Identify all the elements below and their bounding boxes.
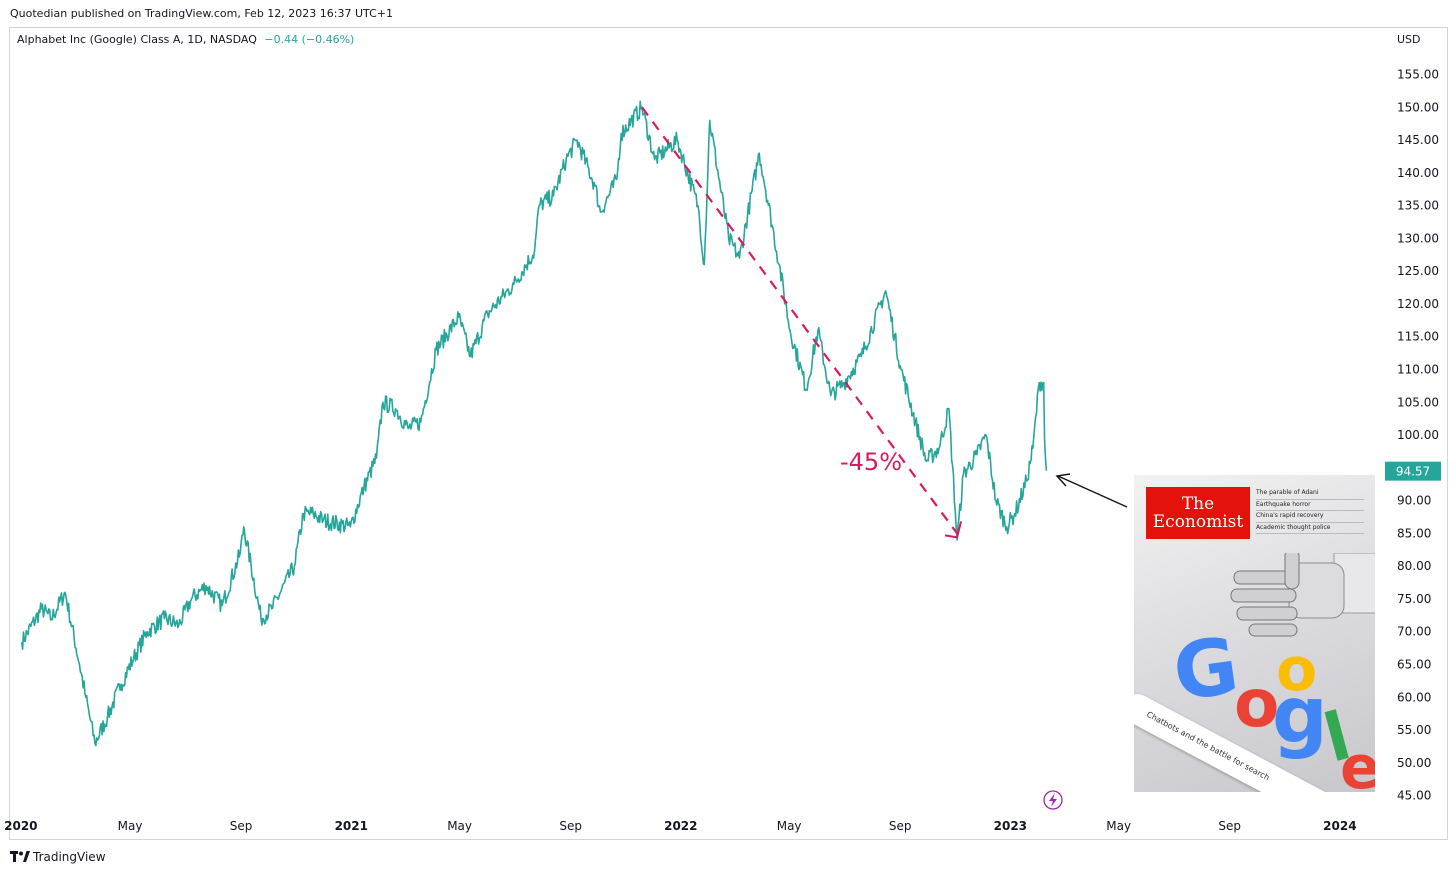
- y-tick-label: 55.00: [1397, 723, 1431, 737]
- chart-frame: [9, 27, 1448, 840]
- x-tick-label: 2020: [4, 819, 37, 833]
- last-price-value: 94.57: [1396, 465, 1430, 479]
- logo-letter: o: [1276, 635, 1318, 705]
- drawdown-trendline: [641, 106, 958, 535]
- x-tick-label: May: [777, 819, 802, 833]
- tradingview-logo-icon: [10, 851, 30, 862]
- price-series-line[interactable]: [20, 100, 1048, 747]
- y-tick-label: 90.00: [1397, 494, 1431, 508]
- headline: China's rapid recovery: [1256, 511, 1364, 523]
- logo-line-1: The: [1181, 494, 1215, 514]
- y-tick-label: 45.00: [1397, 789, 1431, 803]
- y-tick-label: 130.00: [1397, 231, 1439, 245]
- x-tick-label: Sep: [230, 819, 253, 833]
- economist-logo: The Economist: [1146, 487, 1250, 539]
- cover-headlines: The parable of Adani Earthquake horror C…: [1256, 488, 1364, 534]
- logo-letter: o: [1234, 665, 1280, 742]
- headline: The parable of Adani: [1256, 488, 1364, 500]
- symbol-label: Alphabet Inc (Google) Class A, 1D, NASDA…: [17, 33, 257, 46]
- x-tick-label: Sep: [559, 819, 582, 833]
- published-info: Quotedian published on TradingView.com, …: [10, 7, 393, 20]
- headline: Academic thought police: [1256, 523, 1364, 534]
- y-tick-label: 105.00: [1397, 395, 1439, 409]
- y-tick-label: 120.00: [1397, 297, 1439, 311]
- y-tick-label: 60.00: [1397, 690, 1431, 704]
- last-price-tag: [1385, 461, 1441, 481]
- x-tick-label: Sep: [889, 819, 912, 833]
- x-tick-label: 2022: [664, 819, 697, 833]
- x-tick-label: May: [118, 819, 143, 833]
- y-tick-label: 135.00: [1397, 199, 1439, 213]
- y-tick-label: 80.00: [1397, 559, 1431, 573]
- y-tick-label: 65.00: [1397, 658, 1431, 672]
- y-tick-label: 155.00: [1397, 68, 1439, 82]
- logo-letter: G: [1168, 620, 1244, 720]
- y-tick-label: 125.00: [1397, 264, 1439, 278]
- y-tick-label: 140.00: [1397, 166, 1439, 180]
- x-tick-label: May: [447, 819, 472, 833]
- y-tick-label: 85.00: [1397, 526, 1431, 540]
- logo-letter: g: [1272, 671, 1328, 761]
- drawdown-label: -45%: [840, 448, 902, 476]
- y-tick-label: 110.00: [1397, 363, 1439, 377]
- pointer-arrow-line: [1057, 475, 1128, 508]
- economist-cover-image: The Economist The parable of Adani Earth…: [1134, 475, 1375, 792]
- chart-legend: Alphabet Inc (Google) Class A, 1D, NASDA…: [17, 33, 354, 46]
- y-tick-label: 115.00: [1397, 330, 1439, 344]
- currency-label: USD: [1397, 33, 1421, 46]
- y-tick-label: 145.00: [1397, 133, 1439, 147]
- lightning-bolt-icon: [1049, 793, 1057, 807]
- logo-letter: e: [1340, 733, 1375, 792]
- headline: Earthquake horror: [1256, 500, 1364, 511]
- y-tick-label: 70.00: [1397, 625, 1431, 639]
- y-tick-label: 50.00: [1397, 756, 1431, 770]
- y-tick-label: 150.00: [1397, 100, 1439, 114]
- brand-name: TradingView: [33, 850, 106, 864]
- robot-hand-illustration: [1230, 553, 1375, 637]
- y-tick-label: 75.00: [1397, 592, 1431, 606]
- x-tick-label: 2023: [994, 819, 1027, 833]
- y-tick-label: 100.00: [1397, 428, 1439, 442]
- pointer-arrow-head: [1055, 473, 1071, 487]
- x-tick-label: 2021: [335, 819, 368, 833]
- footer-brand: TradingView: [10, 850, 106, 864]
- logo-line-2: Economist: [1152, 512, 1244, 532]
- trendline-arrowhead: [944, 521, 963, 539]
- x-tick-label: Sep: [1218, 819, 1241, 833]
- x-tick-label: May: [1106, 819, 1131, 833]
- x-tick-label: 2024: [1323, 819, 1356, 833]
- price-change: −0.44 (−0.46%): [264, 33, 355, 46]
